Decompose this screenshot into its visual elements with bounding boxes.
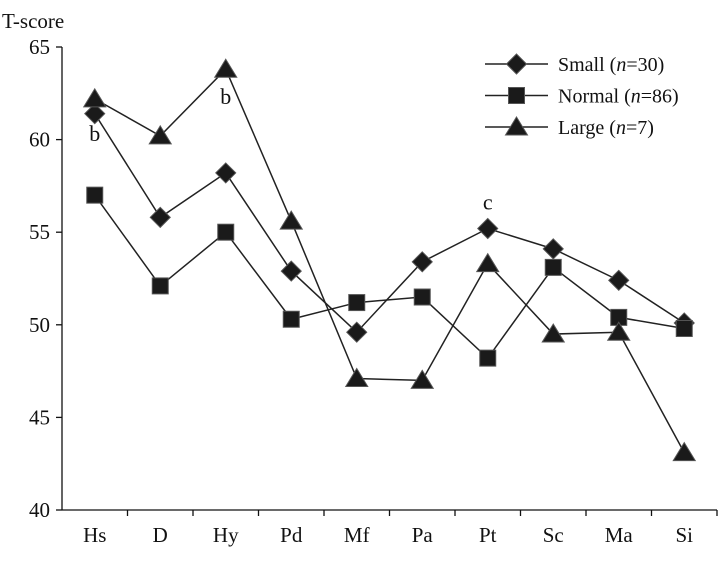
series-layer	[82, 58, 697, 462]
data-point-large	[148, 124, 173, 145]
series-large	[82, 58, 697, 462]
annotation-layer: b b c	[89, 84, 493, 215]
legend-label: Small (n=30)	[558, 54, 664, 76]
data-point-small	[280, 260, 302, 282]
legend-label: Large (n=7)	[558, 117, 654, 139]
series-line-large	[94, 67, 685, 453]
data-point-normal	[151, 277, 169, 295]
data-point-large	[475, 252, 500, 273]
legend-marker	[504, 116, 529, 136]
data-point-large	[279, 210, 304, 230]
series-normal	[86, 186, 693, 367]
data-point-large	[410, 369, 435, 389]
legend: Small (n=30) Normal (n=86) Large (n=7)	[485, 53, 679, 139]
legend-item: Small (n=30)	[485, 53, 664, 76]
data-point-small	[542, 238, 564, 260]
x-tick-label: Sc	[543, 523, 564, 547]
y-tick-label: 55	[29, 220, 50, 244]
series-small	[84, 102, 695, 343]
x-tick-label: Pd	[280, 523, 303, 547]
y-tick-label: 50	[29, 313, 50, 337]
x-tick-label: Hs	[83, 523, 106, 547]
legend-marker	[505, 53, 528, 75]
significance-annotation: c	[483, 190, 493, 215]
x-tick-label: Pa	[412, 523, 434, 547]
data-point-small	[84, 102, 106, 125]
data-point-large	[82, 87, 107, 108]
x-tick-label: D	[153, 523, 168, 547]
data-point-small	[346, 321, 368, 343]
data-point-small	[149, 206, 171, 229]
data-point-large	[213, 58, 238, 78]
significance-annotation: b	[89, 121, 100, 146]
data-point-normal	[348, 294, 366, 312]
y-axis-ticks: 40 45 50 55 60 65	[29, 35, 62, 522]
data-point-large	[672, 441, 697, 462]
legend-item: Normal (n=86)	[485, 86, 679, 108]
data-point-large	[606, 321, 631, 341]
x-tick-label: Mf	[344, 523, 370, 547]
series-line-small	[94, 113, 685, 334]
legend-item: Large (n=7)	[485, 116, 654, 139]
legend-marker	[508, 87, 525, 104]
y-tick-label: 40	[29, 498, 50, 522]
x-tick-label: Si	[675, 523, 693, 547]
y-axis-title: T-score	[2, 9, 64, 33]
data-point-normal	[675, 320, 693, 338]
data-point-small	[608, 269, 630, 292]
x-tick-label: Pt	[479, 523, 497, 547]
x-tick-label: Ma	[605, 523, 634, 547]
x-tick-label: Hy	[213, 523, 239, 547]
y-tick-label: 45	[29, 405, 50, 429]
data-point-normal	[86, 186, 104, 204]
y-tick-label: 60	[29, 128, 50, 152]
significance-annotation: b	[220, 84, 231, 109]
data-point-normal	[479, 349, 497, 367]
data-point-small	[477, 217, 499, 240]
data-point-large	[344, 367, 369, 388]
data-point-small	[215, 162, 237, 184]
data-point-normal	[217, 223, 235, 241]
x-axis-ticks: Hs D Hy Pd Mf Pa Pt Sc Ma Si	[83, 510, 718, 547]
data-point-normal	[544, 258, 562, 276]
data-point-small	[411, 251, 433, 273]
data-point-normal	[282, 310, 300, 328]
data-point-normal	[413, 288, 431, 306]
series-line-normal	[94, 194, 685, 360]
y-tick-label: 65	[29, 35, 50, 59]
data-point-large	[541, 323, 566, 343]
legend-label: Normal (n=86)	[558, 86, 679, 108]
